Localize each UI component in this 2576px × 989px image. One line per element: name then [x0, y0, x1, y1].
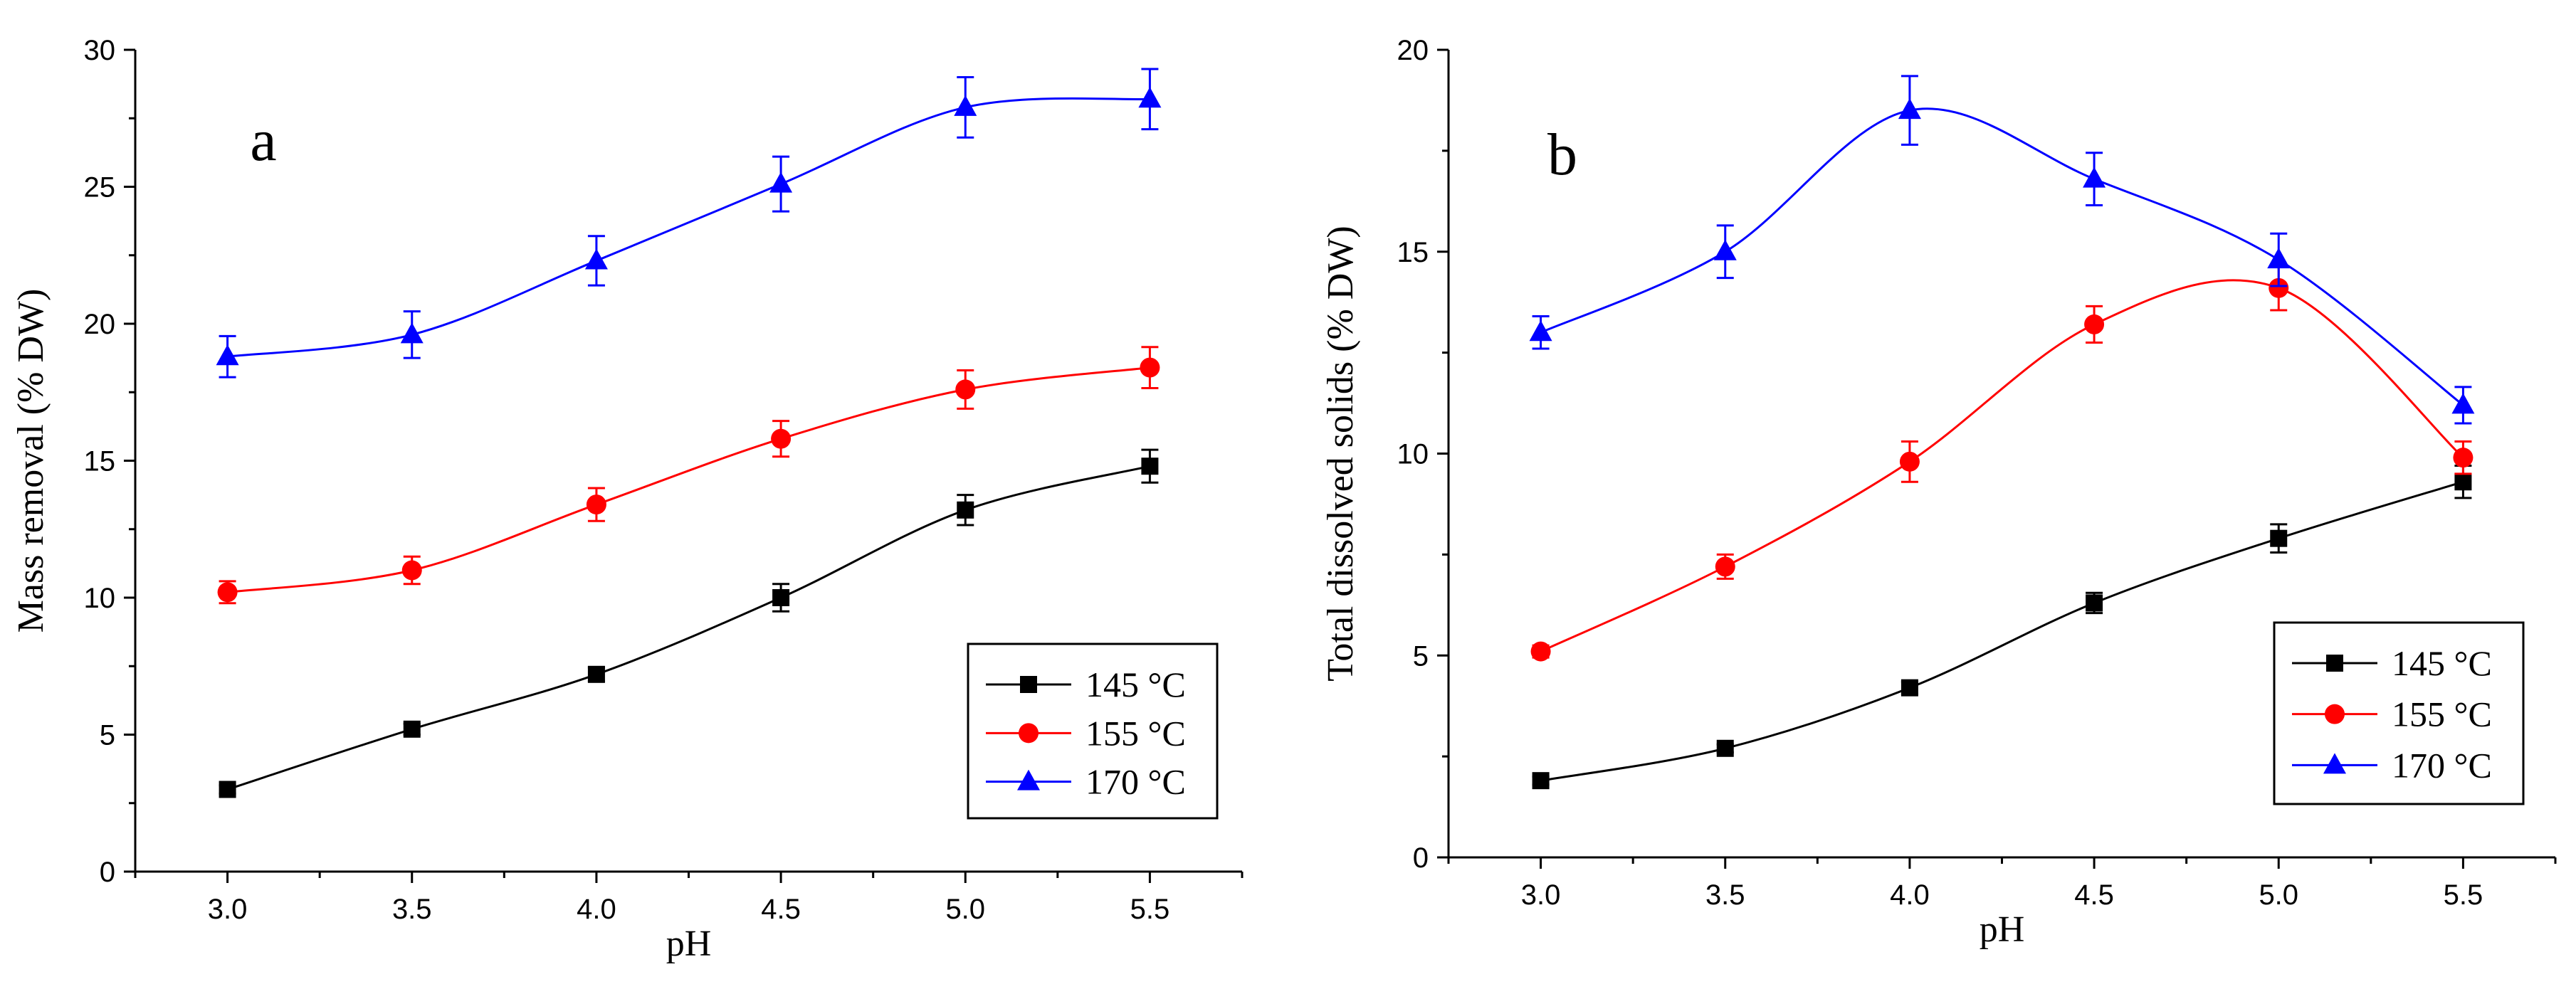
legend-label: 155 °C — [1085, 713, 1186, 753]
legend-label: 170 °C — [2392, 745, 2492, 785]
data-point — [771, 428, 792, 449]
data-point — [2083, 166, 2106, 188]
x-axis-title: pH — [1980, 909, 2025, 950]
series-line — [227, 97, 1150, 358]
data-point — [957, 501, 974, 519]
series-2 — [216, 68, 1162, 379]
y-tick-label: 30 — [84, 35, 116, 66]
legend-label: 155 °C — [2392, 694, 2492, 734]
y-tick-label: 20 — [1397, 35, 1429, 66]
data-point — [587, 665, 605, 683]
panel-letter: b — [1547, 122, 1577, 188]
data-point — [2270, 529, 2288, 547]
data-point — [401, 560, 422, 581]
y-tick-label: 10 — [84, 583, 116, 614]
legend-label: 170 °C — [1085, 762, 1186, 802]
legend-label: 145 °C — [2392, 643, 2492, 683]
x-tick-label: 4.5 — [761, 894, 801, 925]
x-tick-label: 4.0 — [577, 894, 616, 925]
data-point — [217, 582, 238, 603]
y-tick-label: 5 — [100, 720, 115, 751]
series-2 — [1529, 75, 2475, 425]
data-point — [2269, 277, 2289, 298]
data-point — [2451, 393, 2475, 414]
data-point — [1529, 320, 1552, 342]
data-point — [1899, 451, 1920, 472]
data-point — [1141, 458, 1159, 475]
series-line — [1540, 279, 2464, 652]
data-point — [1140, 357, 1160, 378]
x-tick-label: 3.0 — [1521, 879, 1561, 911]
data-point — [1138, 87, 1162, 108]
data-point — [2453, 448, 2474, 468]
series-0 — [1532, 465, 2472, 790]
data-point — [1532, 772, 1550, 790]
x-tick-label: 5.5 — [2444, 879, 2483, 911]
series-line — [227, 465, 1150, 790]
data-point — [1898, 98, 1921, 120]
legend-marker — [1020, 676, 1037, 693]
y-tick-label: 20 — [84, 309, 116, 340]
data-point — [2267, 248, 2291, 269]
legend-marker — [2325, 704, 2345, 724]
series-0 — [219, 448, 1159, 798]
x-tick-label: 5.0 — [2259, 879, 2298, 911]
y-tick-label: 25 — [84, 172, 116, 203]
y-tick-label: 15 — [1397, 237, 1429, 268]
x-tick-label: 3.5 — [392, 894, 432, 925]
series-line — [1540, 107, 2464, 406]
legend: 145 °C 155 °C 170 °C — [2273, 621, 2525, 805]
data-point — [219, 781, 236, 798]
series-line — [1540, 480, 2464, 782]
data-point — [586, 494, 606, 515]
series-line — [227, 366, 1150, 593]
x-tick-label: 5.0 — [945, 894, 985, 925]
data-point — [584, 248, 608, 270]
data-point — [216, 344, 239, 366]
data-point — [769, 171, 793, 193]
legend-marker — [1019, 723, 1039, 744]
y-axis-title: Total dissolved solids (% DW) — [1320, 226, 1361, 682]
data-point — [400, 322, 424, 344]
legend-marker — [1017, 769, 1040, 790]
data-point — [403, 720, 421, 738]
series-1 — [217, 346, 1160, 605]
y-tick-label: 15 — [84, 446, 116, 477]
data-point — [2086, 594, 2103, 612]
y-tick-label: 0 — [1413, 842, 1429, 874]
data-point — [955, 379, 976, 400]
legend: 145 °C 155 °C 170 °C — [967, 642, 1219, 820]
data-point — [772, 589, 790, 606]
x-tick-label: 4.5 — [2074, 879, 2114, 911]
x-tick-label: 3.5 — [1705, 879, 1745, 911]
data-point — [1530, 641, 1551, 662]
x-tick-label: 5.5 — [1130, 894, 1170, 925]
legend-marker — [2326, 655, 2343, 672]
y-tick-label: 0 — [100, 857, 115, 888]
panel-b: 0 5 10 15 20 3.0 3.5 4.0 4.5 5.0 5.5 pH Total dissol… — [1320, 35, 2557, 950]
data-point — [1713, 239, 1737, 260]
x-tick-label: 3.0 — [208, 894, 248, 925]
x-axis-title: pH — [666, 924, 712, 964]
y-axis-title: Mass removal (% DW) — [11, 289, 51, 633]
data-point — [1715, 556, 1735, 577]
series-1 — [1530, 265, 2474, 662]
legend-box — [967, 642, 1219, 820]
data-point — [2084, 314, 2105, 334]
y-tick-label: 5 — [1413, 640, 1429, 672]
data-point — [1716, 739, 1734, 757]
x-tick-label: 4.0 — [1890, 879, 1930, 911]
data-point — [954, 95, 977, 116]
legend-label: 145 °C — [1085, 665, 1186, 704]
y-tick-label: 10 — [1397, 439, 1429, 470]
data-point — [1901, 679, 1918, 697]
panel-letter: a — [250, 107, 276, 174]
data-point — [2454, 473, 2472, 491]
panel-a: 0 5 10 15 20 25 30 3.0 3.5 4.0 4.5 5.0 5.5 pH Mass rem… — [11, 35, 1244, 964]
legend-marker — [2323, 753, 2346, 774]
